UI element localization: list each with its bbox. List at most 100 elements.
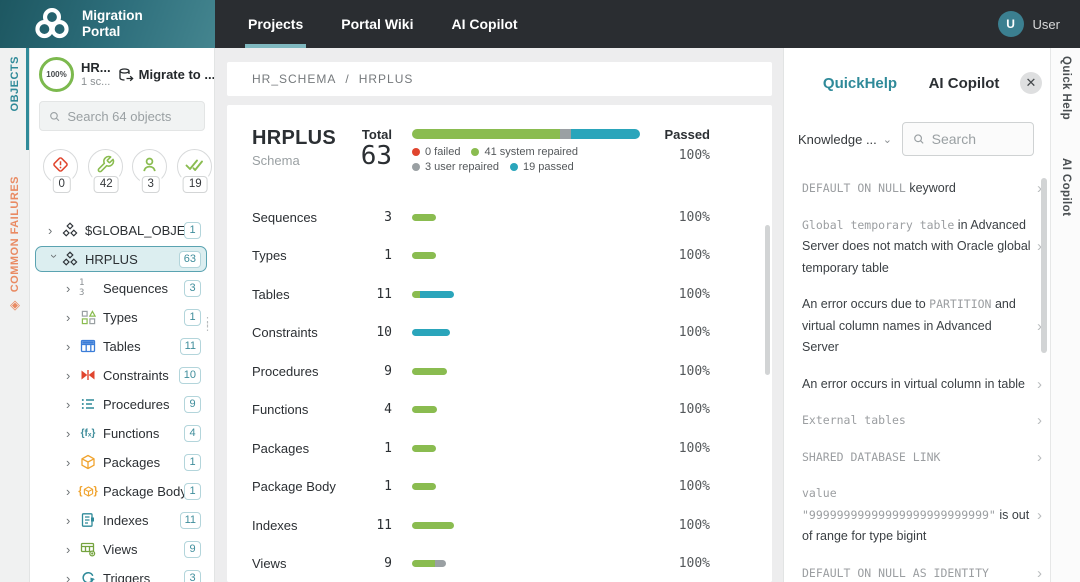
object-count-badge: 1 (184, 483, 201, 500)
breadcrumb-separator: / (345, 72, 349, 86)
chevron-right-icon[interactable]: › (66, 484, 79, 499)
help-topic[interactable]: DEFAULT ON NULL AS IDENTITY › (802, 563, 1042, 582)
tree-item-views[interactable]: › Views 9 (35, 536, 207, 562)
right-rail: Quick Help AI Copilot (1050, 48, 1080, 582)
object-row-constraints[interactable]: Constraints 10 100% (227, 314, 772, 353)
nav-tab-projects[interactable]: Projects (229, 0, 322, 48)
user-menu[interactable]: U User (998, 0, 1080, 48)
object-count-badge: 63 (179, 251, 201, 268)
help-topic[interactable]: value "99999999999999999999999999" is ou… (802, 483, 1042, 548)
tree-item-types[interactable]: › Types 1 (35, 304, 207, 330)
objects-search[interactable] (39, 101, 205, 131)
objects-search-input[interactable] (67, 109, 195, 124)
index-icon (79, 512, 97, 528)
tree-item-tables[interactable]: › Tables 11 (35, 333, 207, 359)
chevron-right-icon[interactable]: › (66, 455, 79, 470)
chevron-right-icon[interactable]: › (66, 339, 79, 354)
help-topic[interactable]: DEFAULT ON NULL keyword › (802, 178, 1042, 200)
legend-dot-green (471, 148, 479, 156)
tree-item-indexes[interactable]: › Indexes 11 (35, 507, 207, 533)
chevron-right-icon[interactable]: › (66, 571, 79, 582)
object-row-functions[interactable]: Functions 4 100% (227, 391, 772, 430)
legend-item: 3 user repaired (412, 161, 499, 173)
tree-item-label: Tables (103, 339, 141, 354)
object-row-tables[interactable]: Tables 11 100% (227, 275, 772, 314)
nav-tab-portal-wiki[interactable]: Portal Wiki (322, 0, 432, 48)
migrate-to-button[interactable]: Migrate to ... (118, 67, 215, 83)
summary-stacked-bar (412, 129, 640, 139)
help-topic[interactable]: An error occurs in virtual column in tab… (802, 374, 1042, 396)
object-row-label: Package Body (252, 479, 352, 494)
stat-alert-diamond[interactable]: 0 (43, 149, 81, 201)
object-row-procedures[interactable]: Procedures 9 100% (227, 352, 772, 391)
tree-item-global-objects[interactable]: › $GLOBAL_OBJECTS 1 (35, 217, 207, 243)
tree-item-sequences[interactable]: › 1 3 Sequences 3 (35, 275, 207, 301)
object-row-percent: 100% (640, 210, 710, 225)
bar-segment-green (412, 560, 435, 567)
chevron-right-icon[interactable]: › (66, 397, 79, 412)
help-topic[interactable]: External tables › (802, 410, 1042, 432)
object-row-indexes[interactable]: Indexes 11 100% (227, 506, 772, 545)
chevron-right-icon[interactable]: › (66, 368, 79, 383)
rail-tab-ai-copilot[interactable]: AI Copilot (1051, 158, 1080, 216)
close-panel-button[interactable]: ✕ (1020, 72, 1042, 94)
object-row-bar (412, 483, 436, 490)
tree-item-label: Constraints (103, 368, 169, 383)
user-avatar[interactable]: U (998, 11, 1024, 37)
help-scrollbar[interactable] (1041, 178, 1047, 353)
breadcrumb-item[interactable]: HRPLUS (359, 72, 414, 86)
tree-item-triggers[interactable]: › Triggers 3 (35, 565, 207, 582)
object-row-package-body[interactable]: Package Body 1 100% (227, 468, 772, 507)
stat-double-check[interactable]: 19 (177, 149, 215, 201)
object-row-count: 1 (352, 248, 392, 263)
legend-dot-gray (412, 163, 420, 171)
object-row-count: 10 (352, 325, 392, 340)
tree-item-package-body[interactable]: › {} Package Body 1 (35, 478, 207, 504)
stat-wrench[interactable]: 42 (88, 149, 126, 201)
stat-count: 42 (94, 176, 119, 193)
help-tab-quickhelp[interactable]: QuickHelp (808, 75, 912, 92)
panel-resize-handle[interactable]: ⋮⋮ (202, 320, 213, 330)
chevron-right-icon[interactable]: › (66, 513, 79, 528)
tree-item-packages[interactable]: › Packages 1 (35, 449, 207, 475)
breadcrumb-item[interactable]: HR_SCHEMA (252, 72, 336, 86)
tree-item-hrplus[interactable]: › HRPLUS 63 (35, 246, 207, 272)
passed-value: 100% (640, 148, 710, 163)
chevron-right-icon[interactable]: › (66, 310, 79, 325)
page-title: HRPLUS (252, 127, 352, 150)
rail-tab-common-failures[interactable]: COMMON FAILURES ◈ (0, 176, 30, 313)
object-row-percent: 100% (640, 287, 710, 302)
object-row-label: Indexes (252, 518, 352, 533)
help-search[interactable] (902, 122, 1034, 156)
passed-label: Passed (640, 127, 710, 142)
object-row-types[interactable]: Types 1 100% (227, 237, 772, 276)
object-row-views[interactable]: Views 9 100% (227, 545, 772, 582)
chevron-right-icon[interactable]: › (66, 542, 79, 557)
tree-item-constraints[interactable]: › Constraints 10 (35, 362, 207, 388)
stat-person[interactable]: 3 (132, 149, 170, 201)
chevron-down-icon[interactable]: › (47, 254, 62, 267)
object-row-bar (412, 522, 454, 529)
chevron-right-icon[interactable]: › (66, 426, 79, 441)
nav-tab-ai-copilot[interactable]: AI Copilot (432, 0, 536, 48)
rail-tab-quick-help[interactable]: Quick Help (1051, 56, 1080, 120)
help-topic[interactable]: Global temporary table in Advanced Serve… (802, 215, 1042, 280)
main-scrollbar[interactable] (765, 225, 770, 375)
chevron-down-icon: ⌄ (883, 133, 892, 146)
main-content: HR_SCHEMA/HRPLUS HRPLUS Schema Total 63 … (215, 48, 783, 582)
help-topic-text: An error occurs in virtual column in tab… (802, 374, 1031, 396)
knowledge-dropdown[interactable]: Knowledge ... ⌄ (798, 132, 892, 147)
object-row-sequences[interactable]: Sequences 3 100% (227, 198, 772, 237)
help-search-input[interactable] (932, 131, 1023, 147)
bar-segment-green (412, 406, 437, 413)
procedure-icon (79, 396, 97, 412)
chevron-right-icon[interactable]: › (66, 281, 79, 296)
help-topic[interactable]: An error occurs due to PARTITION and vir… (802, 294, 1042, 359)
tree-item-functions[interactable]: › {fₓ} Functions 4 (35, 420, 207, 446)
help-topic[interactable]: SHARED DATABASE LINK › (802, 447, 1042, 469)
object-row-packages[interactable]: Packages 1 100% (227, 429, 772, 468)
tree-item-procedures[interactable]: › Procedures 9 (35, 391, 207, 417)
chevron-right-icon[interactable]: › (48, 223, 61, 238)
help-tab-ai-copilot[interactable]: AI Copilot (912, 75, 1016, 92)
tree-item-label: Functions (103, 426, 159, 441)
